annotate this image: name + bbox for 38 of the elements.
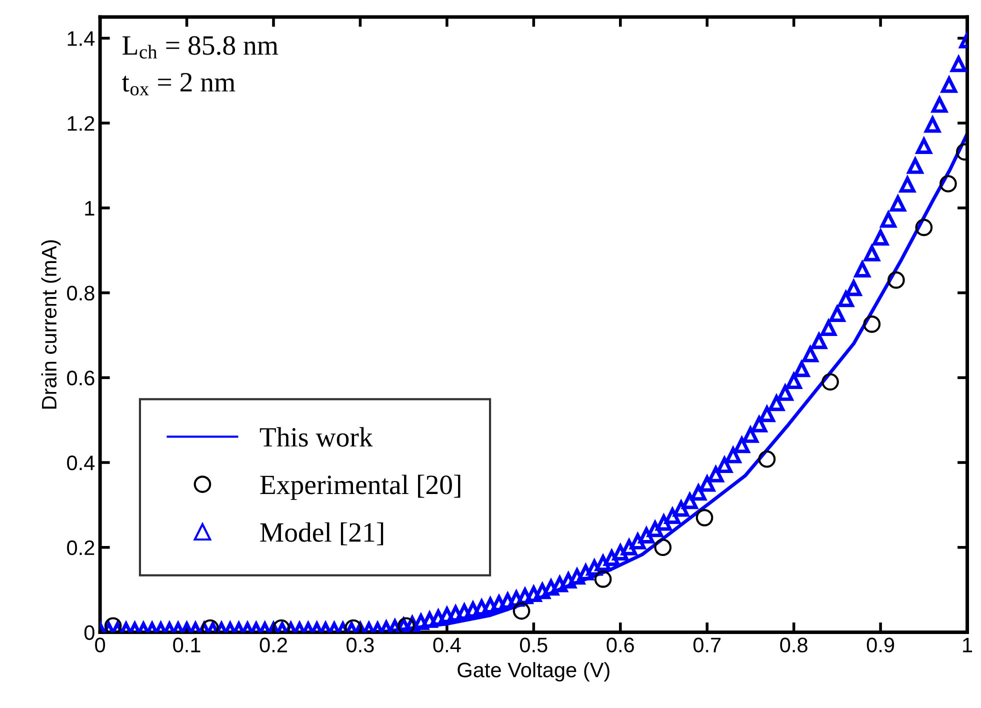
point: [104, 617, 122, 632]
y-axis-title: Drain current (mA): [41, 240, 61, 409]
point: [696, 508, 714, 526]
point: [822, 373, 839, 391]
point: [758, 450, 776, 468]
point: [512, 602, 530, 620]
point: [915, 218, 933, 236]
point: [594, 570, 612, 588]
x-tick-label: 1: [963, 638, 972, 652]
annotation: t$_{ox}$ = 2 nm: [122, 73, 236, 96]
x-tick-label: 0.1: [173, 638, 200, 652]
annotation: L$_{ch}$ = 85.8 nm: [122, 36, 278, 59]
y-tick-label: 1: [85, 201, 94, 216]
x-tick-label: 0.8: [780, 638, 808, 652]
x-tick-label: 0.2: [260, 638, 287, 652]
y-tick-label: 1.2: [68, 116, 94, 131]
x-tick-label: 0.7: [693, 638, 721, 652]
point: [654, 538, 672, 556]
x-axis-title: Gate Voltage (V): [458, 662, 610, 682]
x-tick-label: 0: [95, 638, 106, 652]
point: [863, 316, 881, 333]
y-tick-label: 0.2: [67, 540, 94, 556]
point: [887, 271, 905, 289]
y-tick-label: 1.4: [68, 31, 95, 46]
legend-label: Experimental [20]: [260, 474, 460, 500]
y-tick-label: 0.4: [67, 456, 95, 470]
legend-label: Model [21]: [260, 522, 384, 546]
x-tick-label: 0.9: [866, 638, 894, 652]
x-tick-label: 0.4: [433, 638, 461, 652]
point: [398, 617, 415, 632]
point: [940, 175, 957, 192]
y-tick-label: 0.6: [67, 370, 94, 386]
x-tick-label: 0.3: [346, 638, 374, 652]
y-tick-label: 0: [84, 625, 94, 640]
y-tick-label: 0.8: [67, 286, 94, 301]
x-tick-label: 0.6: [606, 638, 634, 652]
legend-label: This work: [260, 427, 373, 447]
x-tick-label: 0.5: [520, 638, 548, 652]
